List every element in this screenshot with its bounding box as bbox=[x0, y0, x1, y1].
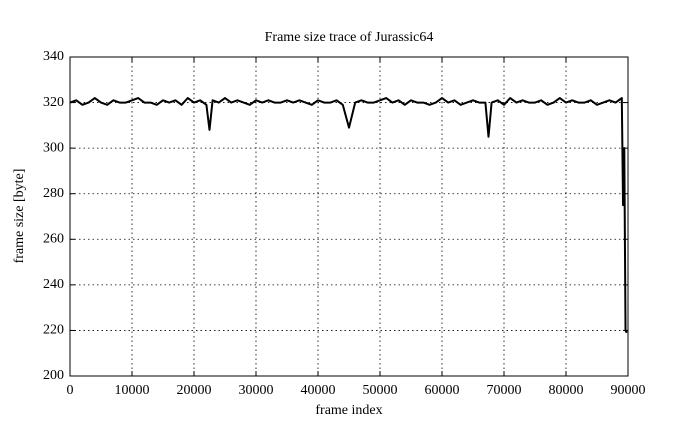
x-tick-label: 30000 bbox=[239, 383, 274, 398]
x-tick-label: 60000 bbox=[425, 383, 460, 398]
x-tick-label: 70000 bbox=[487, 383, 522, 398]
y-axis-label: frame size [byte] bbox=[12, 169, 27, 264]
x-tick-label: 40000 bbox=[301, 383, 336, 398]
y-tick-label: 320 bbox=[43, 95, 64, 110]
y-tick-label: 220 bbox=[43, 323, 64, 338]
y-tick-label: 200 bbox=[43, 368, 64, 383]
x-tick-label: 0 bbox=[67, 383, 74, 398]
x-tick-label: 80000 bbox=[549, 383, 584, 398]
x-tick-label: 10000 bbox=[115, 383, 150, 398]
x-axis-label: frame index bbox=[315, 403, 382, 418]
data-line bbox=[69, 97, 628, 334]
chart-title: Frame size trace of Jurassic64 bbox=[265, 30, 434, 45]
x-tick-label: 50000 bbox=[363, 383, 398, 398]
y-tick-label: 240 bbox=[43, 277, 64, 292]
y-tick-label: 260 bbox=[43, 232, 64, 247]
x-tick-label: 90000 bbox=[611, 383, 646, 398]
y-tick-label: 300 bbox=[43, 140, 64, 155]
y-tick-label: 340 bbox=[43, 49, 64, 64]
plot-frame bbox=[69, 56, 629, 377]
x-tick-label: 20000 bbox=[177, 383, 212, 398]
y-tick-label: 280 bbox=[43, 186, 64, 201]
